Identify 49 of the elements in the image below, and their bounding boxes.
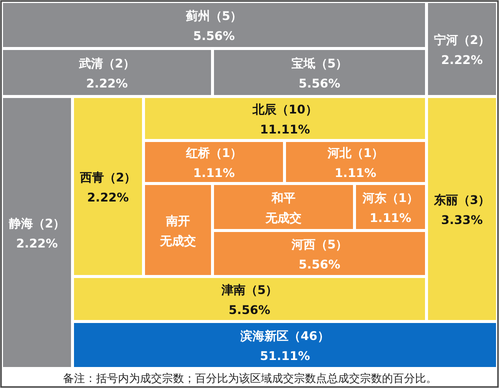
data-label: 无成交 <box>264 211 302 225</box>
node: 东丽（3） 3.33% <box>428 98 496 320</box>
node: 津南（5） 5.56% <box>74 278 425 320</box>
data-label: 1.11% <box>370 211 412 225</box>
data-label: 5.56% <box>298 258 340 272</box>
node: 北辰（10） 11.11% <box>145 98 425 139</box>
category-label: 西青（2） <box>78 170 136 184</box>
data-label: 3.33% <box>441 213 483 227</box>
node: 静海（2） 2.22% <box>3 98 71 367</box>
node: 蓟州（5） 5.56% <box>3 3 425 47</box>
node: 和平 无成交 <box>214 185 353 229</box>
data-label: 2.22% <box>16 236 58 250</box>
node: 西青（2） 2.22% <box>74 98 142 275</box>
data-label: 5.56% <box>298 76 340 90</box>
data-label: 无成交 <box>159 234 196 248</box>
category-label: 武清（2） <box>78 56 136 70</box>
category-label: 宝坻（5） <box>291 56 348 70</box>
category-label: 津南（5） <box>220 283 278 297</box>
data-label: 11.11% <box>260 122 310 136</box>
node: 武清（2） 2.22% <box>3 50 211 95</box>
data-label: 2.22% <box>86 76 128 90</box>
node: 红桥（1） 1.11% <box>145 142 283 182</box>
data-label: 51.11% <box>260 349 310 363</box>
category-label: 河东（1） <box>361 191 419 205</box>
node: 河西（5） 5.56% <box>214 232 425 275</box>
data-label: 1.11% <box>193 166 235 180</box>
node: 河东（1） 1.11% <box>356 185 425 229</box>
category-label: 蓟州（5） <box>184 9 242 23</box>
data-label: 1.11% <box>334 166 376 180</box>
node: 宁河（2） 2.22% <box>428 3 496 95</box>
node: 河北（1） 1.11% <box>286 142 425 182</box>
data-label: 2.22% <box>441 53 483 67</box>
node: 南开 无成交 <box>145 185 211 275</box>
node: 滨海新区（46） 51.11% <box>74 323 496 367</box>
data-label: 5.56% <box>228 303 270 317</box>
category-label: 北辰（10） <box>252 102 318 116</box>
data-label: 2.22% <box>87 190 129 204</box>
category-label: 红桥（1） <box>184 146 242 160</box>
text: 备注：括号内为成交宗数；百分比为该区域成交宗数点总成交宗数的百分比。 <box>63 372 437 385</box>
category-label: 和平 <box>270 191 296 205</box>
category-label: 河北（1） <box>326 146 384 160</box>
category-label: 宁河（2） <box>434 33 490 47</box>
category-label: 南开 <box>165 214 190 228</box>
category-label: 静海（2） <box>8 216 66 230</box>
category-label: 东丽（3） <box>432 193 490 207</box>
data-label: 5.56% <box>193 29 235 43</box>
category-label: 滨海新区（46） <box>240 329 330 343</box>
category-label: 河西（5） <box>290 238 348 252</box>
node: 宝坻（5） 5.56% <box>214 50 425 95</box>
